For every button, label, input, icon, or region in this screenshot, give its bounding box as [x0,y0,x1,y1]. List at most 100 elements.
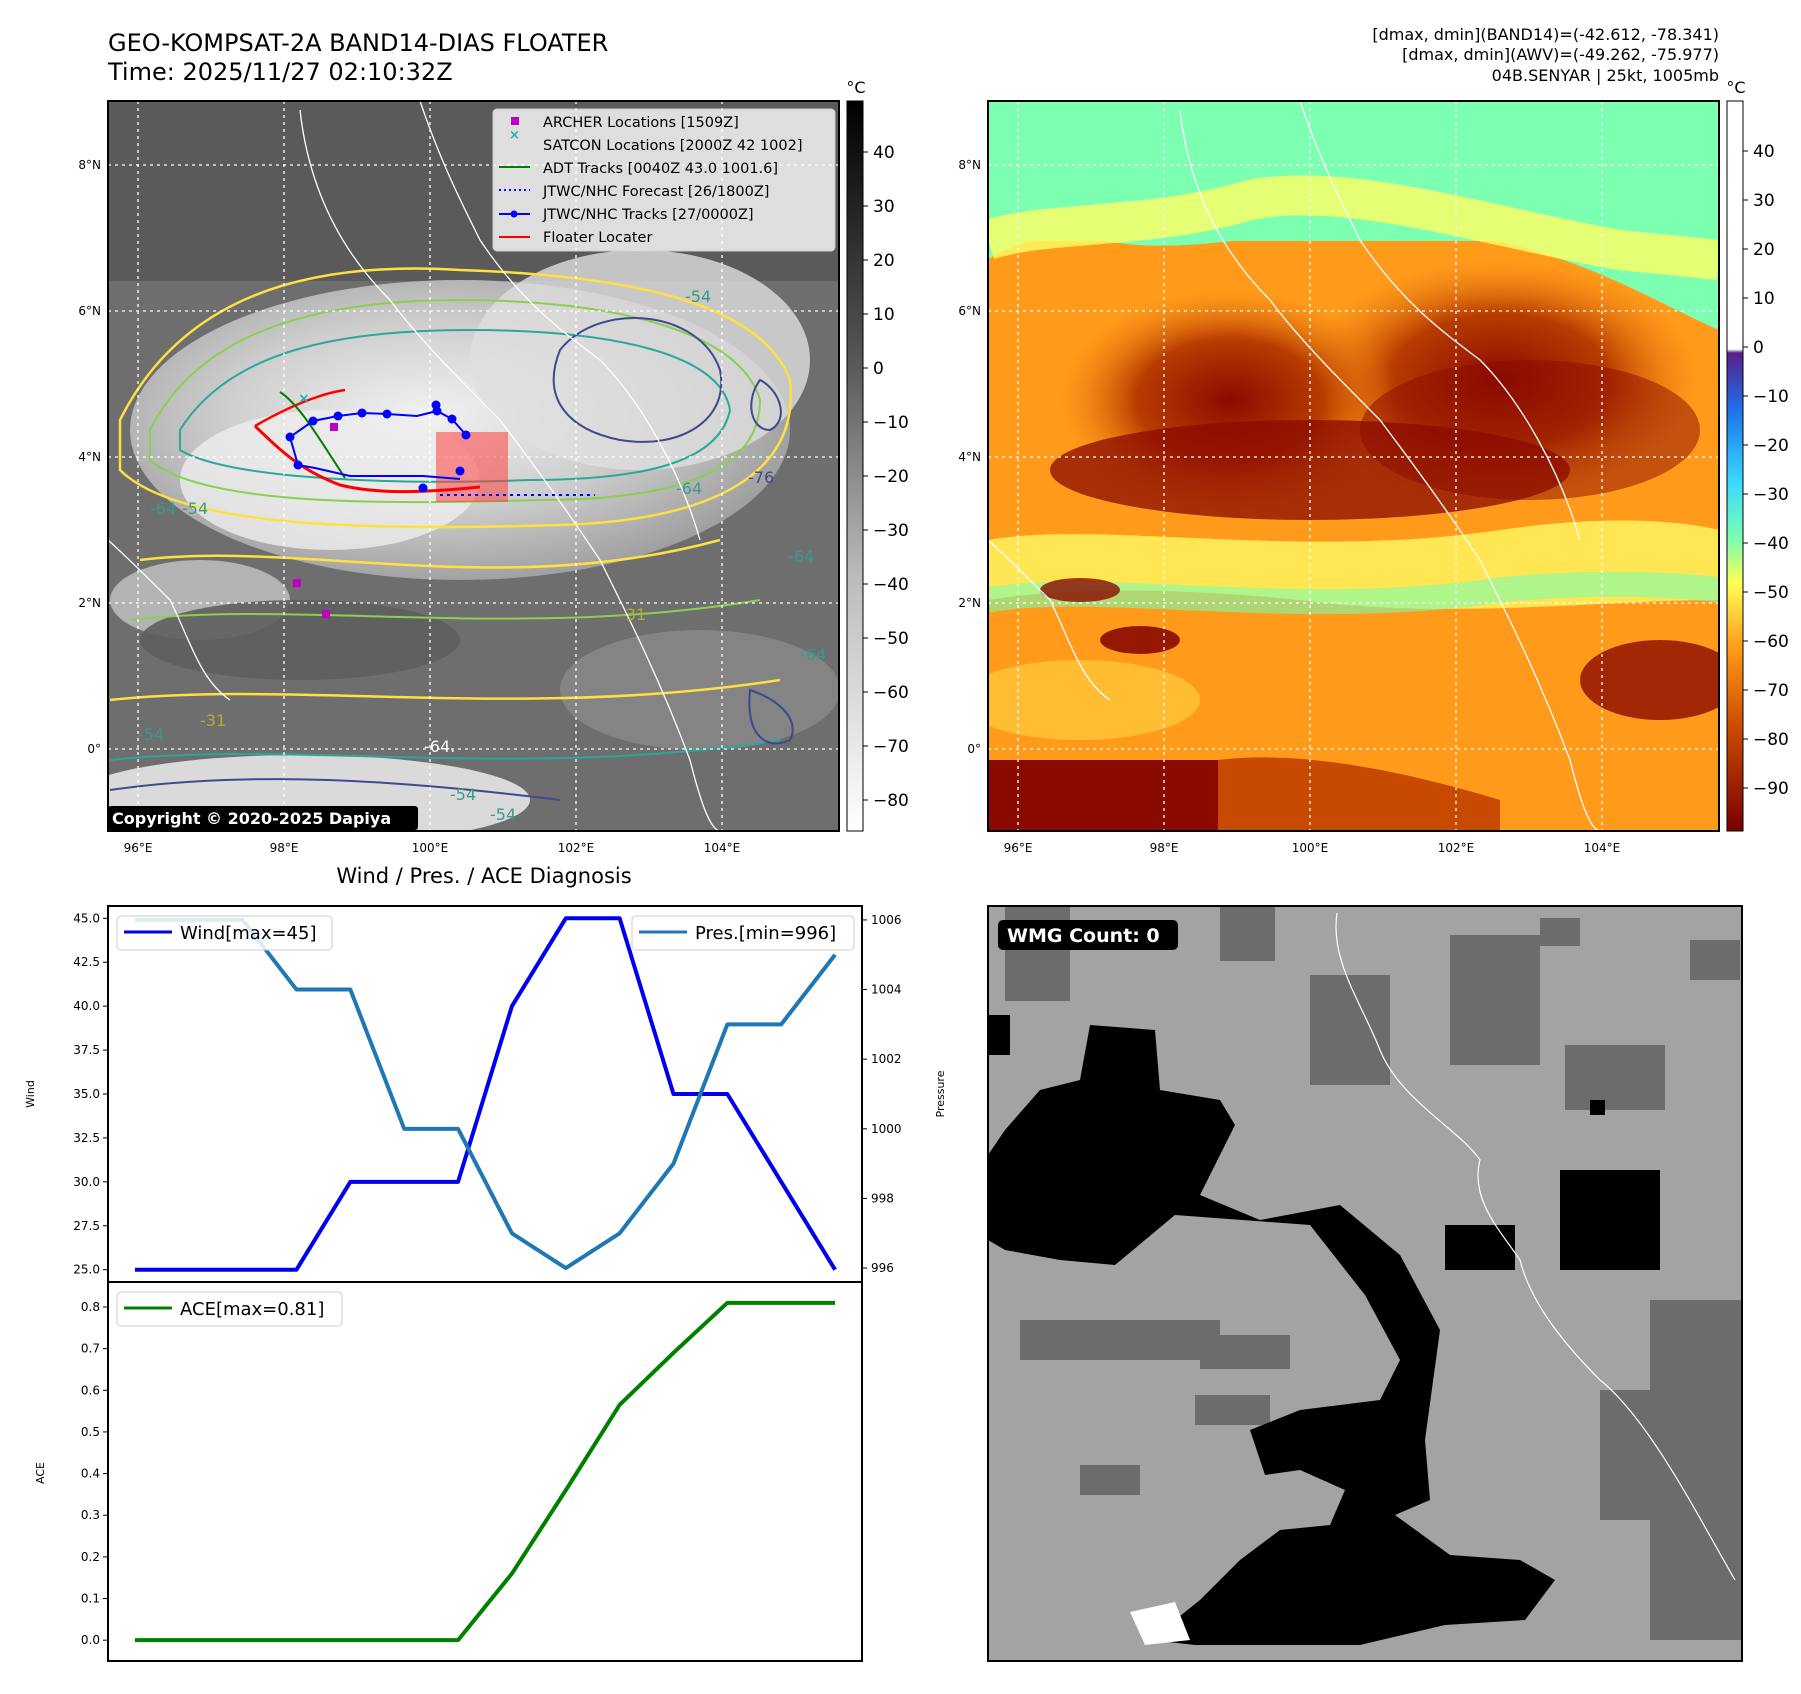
colorbar-tick-label: −80 [873,791,909,811]
ace-tick-label: 0.4 [81,1467,100,1481]
pressure-legend-label: Pres.[min=996] [695,923,836,944]
pressure-tick-label: 1006 [871,913,902,927]
lon-tick: 104°E [704,841,741,855]
awv-colorbar-unit: °C [1726,78,1745,97]
colorbar-tick-label: −40 [873,575,909,595]
lat-tick: 6°N [78,304,101,318]
colorbar-tick-label: 30 [873,197,895,217]
wind-pressure-chart: Wind Pressure 25.0 27.5 30.0 32.5 35.0 37.5 40… [24,905,947,1283]
band14-colorbar [846,100,864,832]
pressure-tick-label: 1002 [871,1052,902,1066]
wind-tick-label: 40.0 [73,999,100,1013]
lat-tick: 8°N [958,158,981,172]
archer-point [330,423,338,431]
ace-tick-label: 0.8 [81,1300,100,1314]
legend-tracks: JTWC/NHC Tracks [27/0000Z] [542,207,754,223]
colorbar-tick-label: −20 [1753,436,1789,456]
lon-tick: 98°E [1150,841,1179,855]
ace-tick-label: 0.5 [81,1425,100,1439]
colorbar-tick-label: 40 [1753,142,1775,162]
contour-label: -64 [788,547,814,566]
ace-series-line [134,1300,836,1643]
wind-tick-label: 42.5 [73,955,100,969]
floater-track [254,388,346,428]
archer-point [293,579,301,587]
wind-tick-label: 35.0 [73,1087,100,1101]
lon-tick: 102°E [558,841,595,855]
contour-label: -76 [748,468,774,487]
colorbar-tick-label: −40 [1753,534,1789,554]
lat-tick: 0° [967,742,981,756]
colorbar-tick-label: −10 [873,413,909,433]
satcon-point: × [298,391,310,407]
colorbar-tick-label: −50 [873,629,909,649]
diagnosis-title: Wind / Pres. / ACE Diagnosis [336,864,631,888]
lon-tick: 98°E [270,841,299,855]
legend-archer: ARCHER Locations [1509Z] [543,115,739,131]
adt-track [279,391,346,479]
lat-tick: 8°N [78,158,101,172]
floater-track [253,424,481,494]
figure-title: GEO-KOMPSAT-2A BAND14-DIAS FLOATER [108,29,608,57]
colorbar-tick-label: −60 [1753,632,1789,652]
contour-label: -64 [150,499,176,518]
colorbar-tick-label: −70 [873,737,909,757]
legend-satcon: SATCON Locations [2000Z 42 1002] [543,138,802,154]
wind-series-line [134,916,837,1272]
ace-tick-label: 0.2 [81,1550,100,1564]
pressure-tick-label: 996 [871,1261,894,1275]
contour-label: -31 [200,711,226,730]
band14-range: [dmax, dmin](BAND14)=(-42.612, -78.341) [1372,25,1719,44]
colorbar-tick-label: −50 [1753,583,1789,603]
colorbar-tick-label: −70 [1753,681,1789,701]
legend-forecast: JTWC/NHC Forecast [26/1800Z] [542,184,769,200]
pressure-axis-label: Pressure [934,1070,947,1117]
band14-colorbar-ticks: 40 30 20 10 0 −10 −20 −30 −40 −50 −60 −70 −80 [863,143,909,811]
colorbar-tick-label: −90 [1753,779,1789,799]
wind-tick-label: 37.5 [73,1043,100,1057]
wmg-panel: WMG Count: 0 [987,905,1743,1662]
ace-legend: ACE[max=0.81] [116,1291,343,1327]
awv-range: [dmax, dmin](AWV)=(-49.262, -75.977) [1402,45,1719,64]
floater-box [436,432,508,502]
wind-tick-label: 30.0 [73,1175,100,1189]
wind-tick-label: 27.5 [73,1219,100,1233]
lat-tick: 4°N [958,450,981,464]
pressure-tick-label: 1004 [871,983,902,997]
wmg-count: WMG Count: 0 [1007,925,1160,947]
pressure-tick-label: 998 [871,1191,894,1205]
ace-legend-label: ACE[max=0.81] [180,1299,324,1320]
wind-legend-label: Wind[max=45] [180,923,317,944]
contour-label: -64. [424,737,455,756]
wind-axis-label: Wind [24,1080,37,1108]
lon-tick: 102°E [1438,841,1475,855]
band14-map: -54 -64 -76 -54 -64 -64 -31 -54 -64. -54… [78,78,909,855]
archer-point [322,610,330,618]
wind-tick-label: 32.5 [73,1131,100,1145]
awv-colorbar-ticks: 40 30 20 10 0 −10 −20 −30 −40 −50 −60 −70 −80 −90 [1743,142,1789,799]
contour-label: -54 [450,785,476,804]
band14-colorbar-unit: °C [846,78,865,97]
lat-tick: 0° [87,742,101,756]
ace-tick-label: 0.0 [81,1633,100,1647]
colorbar-tick-label: −30 [873,521,909,541]
colorbar-tick-label: 10 [1753,289,1775,309]
contour-label: -64 [676,479,702,498]
track-legend: × ARCHER Locations [1509Z] SATCON Locati… [492,108,836,252]
ace-chart: ACE 0.0 0.1 0.2 0.3 0.4 0.5 0.6 0.7 0.8 ACE[max=… [34,1281,863,1662]
ace-tick-label: 0.1 [81,1592,100,1606]
awv-map: 96°E 98°E 100°E 102°E 104°E 8°N 6°N 4°N … [958,78,1789,855]
copyright: Copyright © 2020-2025 Dapiya [112,809,391,828]
wind-tick-label: 25.0 [73,1263,100,1277]
lat-tick: 4°N [78,450,101,464]
ace-axis-label: ACE [34,1462,47,1484]
colorbar-tick-label: 20 [873,251,895,271]
colorbar-tick-label: 30 [1753,191,1775,211]
copyright-box [108,806,418,830]
lon-tick: 100°E [1292,841,1329,855]
colorbar-tick-label: −80 [1753,730,1789,750]
colorbar-tick-label: 0 [1753,338,1764,358]
pressure-legend: Pres.[min=996] [631,915,855,951]
